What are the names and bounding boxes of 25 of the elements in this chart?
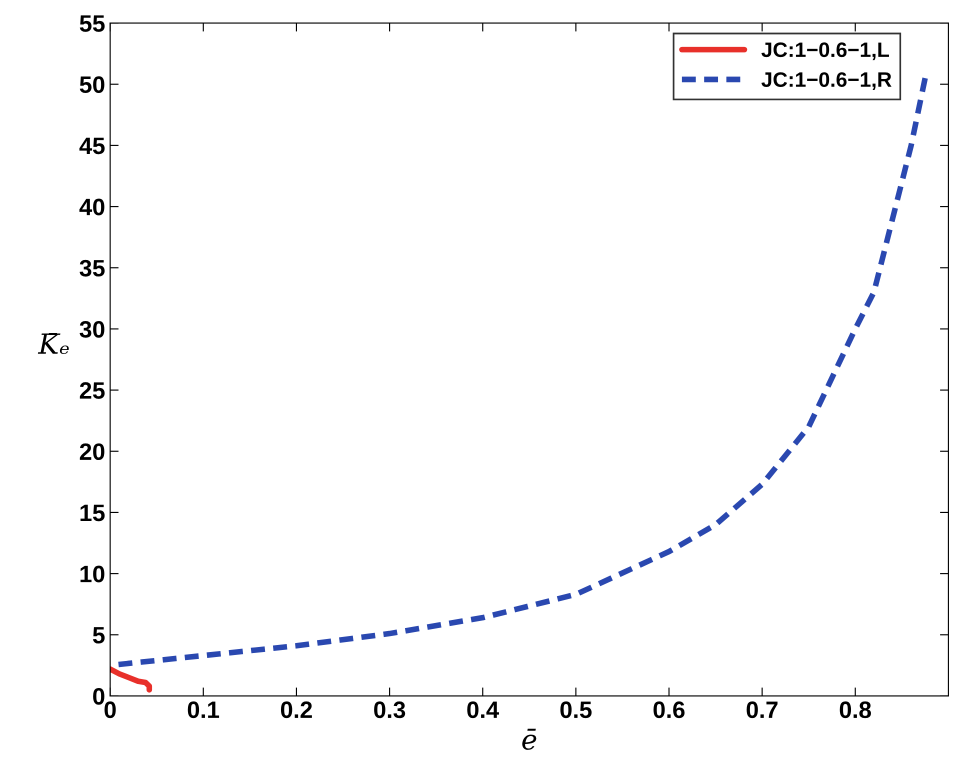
y-tick-label: 45 bbox=[79, 138, 105, 154]
x-tick-label: 0.7 bbox=[746, 701, 778, 718]
y-tick-label: 25 bbox=[80, 382, 105, 399]
y-tick-label: 15 bbox=[80, 504, 105, 522]
y-tick-label: 55 bbox=[80, 15, 105, 32]
legend-label: JC:1−0.6−1,L bbox=[761, 42, 889, 60]
y-axis-title: K̄ₑ bbox=[38, 333, 69, 354]
y-tick-label: 10 bbox=[80, 566, 104, 582]
x-tick-label: 0 bbox=[104, 701, 116, 718]
y-tick-label: 20 bbox=[80, 443, 104, 460]
y-tick-label: 35 bbox=[80, 260, 105, 277]
y-tick-label: 5 bbox=[92, 627, 105, 644]
y-tick-label: 40 bbox=[79, 198, 104, 216]
x-tick-label: 0.6 bbox=[654, 701, 685, 718]
x-tick-label: 0.1 bbox=[188, 701, 220, 718]
x-tick-label: 0.5 bbox=[560, 701, 592, 718]
x-tick-label: 0.4 bbox=[467, 701, 500, 718]
x-tick-label: 0.2 bbox=[280, 701, 312, 718]
y-tick-label: 0 bbox=[93, 688, 104, 705]
y-tick-label: 30 bbox=[80, 320, 104, 338]
x-tick-label: 0.3 bbox=[374, 701, 406, 718]
x-tick-label: 0.8 bbox=[840, 701, 871, 718]
y-tick-label: 50 bbox=[80, 76, 104, 94]
legend-label: JC:1−0.6−1,R bbox=[761, 72, 892, 90]
x-axis-title: ē bbox=[522, 728, 536, 750]
